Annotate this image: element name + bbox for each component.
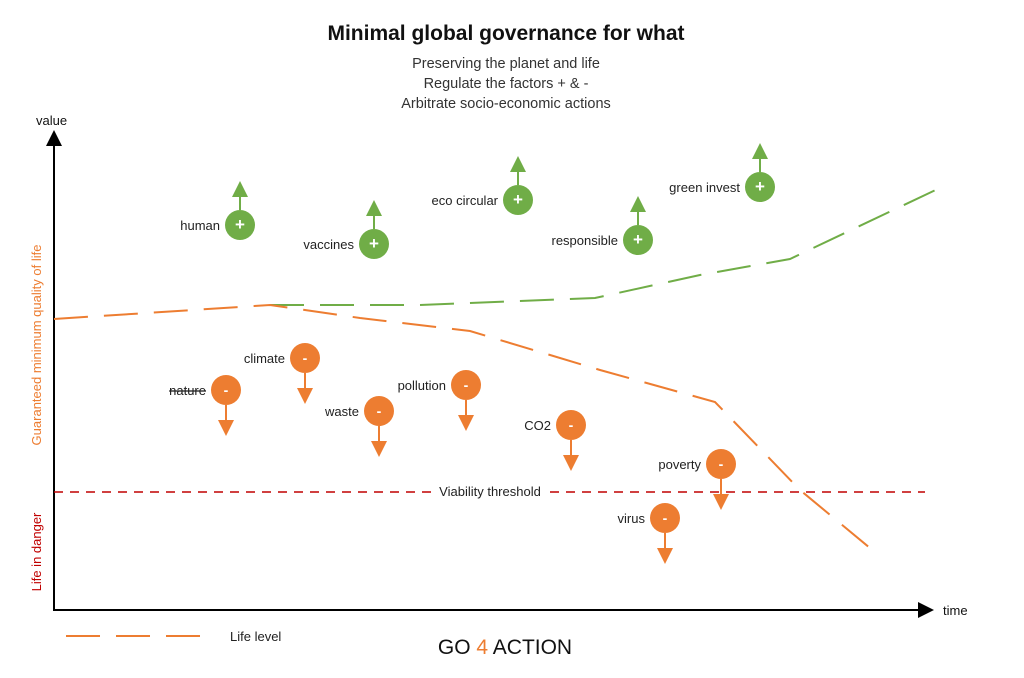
- responsible-plus-icon: [623, 225, 653, 255]
- co2-minus-icon: [556, 410, 586, 440]
- green-invest-sign: +: [755, 177, 765, 196]
- x-axis-label: time: [943, 603, 968, 618]
- waste-factor-label: waste: [324, 404, 359, 419]
- climate-sign: -: [303, 350, 308, 366]
- poverty-minus-icon: [706, 449, 736, 479]
- responsible-factor-label: responsible: [552, 233, 619, 248]
- human-sign: +: [235, 215, 245, 234]
- eco-circular-factor-label: eco circular: [432, 193, 499, 208]
- climate-factor-label: climate: [244, 351, 285, 366]
- human-plus-icon: [225, 210, 255, 240]
- green-trajectory-curve: [270, 185, 945, 306]
- green-invest-plus-icon: [745, 172, 775, 202]
- subtitle-2: Regulate the factors + & -: [424, 76, 589, 92]
- nature-sign: -: [224, 382, 229, 398]
- poverty-sign: -: [719, 456, 724, 472]
- nature-minus-icon: [211, 375, 241, 405]
- poverty-factor-label: poverty: [658, 457, 701, 472]
- pollution-sign: -: [464, 377, 469, 393]
- responsible-sign: +: [633, 230, 643, 249]
- threshold-label-bg: [434, 483, 546, 499]
- danger-side-label: Life in danger: [29, 512, 44, 591]
- subtitle-3: Arbitrate socio-economic actions: [401, 96, 611, 112]
- footer-go: GO: [438, 636, 471, 659]
- waste-sign: -: [377, 403, 382, 419]
- eco-circular-sign: +: [513, 190, 523, 209]
- co2-factor-label: CO2: [524, 418, 551, 433]
- quality-side-label: Guaranteed minimum quality of life: [29, 245, 44, 446]
- green-invest-factor-label: green invest: [669, 180, 740, 195]
- footer-action: ACTION: [493, 636, 572, 659]
- human-factor-label: human: [180, 218, 220, 233]
- virus-minus-icon: [650, 503, 680, 533]
- diagram-title: Minimal global governance for what: [327, 22, 684, 45]
- virus-factor-label: virus: [618, 511, 646, 526]
- nature-factor-label: nature: [169, 383, 206, 398]
- viability-threshold-label: Viability threshold: [439, 484, 541, 499]
- subtitle-1: Preserving the planet and life: [412, 56, 600, 72]
- waste-minus-icon: [364, 396, 394, 426]
- vaccines-factor-label: vaccines: [303, 237, 354, 252]
- footer-four: 4: [476, 636, 488, 659]
- legend-life-level-label: Life level: [230, 629, 281, 644]
- eco-circular-plus-icon: [503, 185, 533, 215]
- life-level-curve: [53, 303, 877, 554]
- co2-sign: -: [569, 417, 574, 433]
- y-axis-label: value: [36, 113, 67, 128]
- vaccines-plus-icon: [359, 229, 389, 259]
- virus-sign: -: [663, 510, 668, 526]
- vaccines-sign: +: [369, 234, 379, 253]
- footer-go4action: GO 4 ACTION: [438, 636, 572, 659]
- climate-minus-icon: [290, 343, 320, 373]
- pollution-factor-label: pollution: [398, 378, 446, 393]
- pollution-minus-icon: [451, 370, 481, 400]
